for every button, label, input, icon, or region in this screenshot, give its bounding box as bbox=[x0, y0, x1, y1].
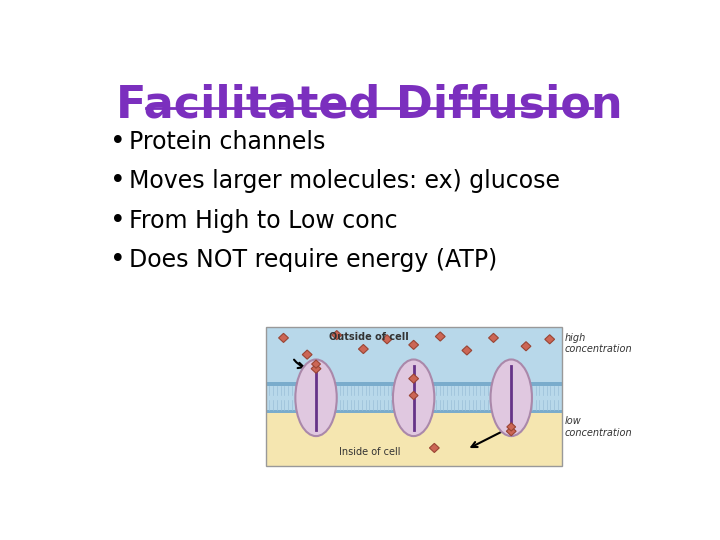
Polygon shape bbox=[545, 335, 554, 344]
Polygon shape bbox=[436, 332, 445, 341]
Bar bbox=[266, 382, 562, 413]
Polygon shape bbox=[507, 423, 516, 431]
Polygon shape bbox=[506, 427, 516, 436]
Bar bbox=[266, 327, 562, 466]
Bar bbox=[266, 413, 562, 466]
Ellipse shape bbox=[393, 360, 434, 436]
Polygon shape bbox=[382, 335, 392, 344]
Text: Does NOT require energy (ATP): Does NOT require energy (ATP) bbox=[129, 248, 498, 272]
Polygon shape bbox=[409, 392, 418, 400]
Bar bbox=[266, 382, 562, 386]
Text: •: • bbox=[110, 168, 126, 194]
Ellipse shape bbox=[295, 360, 337, 436]
Text: •: • bbox=[110, 129, 126, 155]
Polygon shape bbox=[279, 333, 289, 342]
Polygon shape bbox=[521, 342, 531, 351]
Polygon shape bbox=[332, 330, 342, 340]
Polygon shape bbox=[429, 443, 439, 453]
Polygon shape bbox=[489, 333, 498, 342]
Text: low
concentration: low concentration bbox=[564, 416, 632, 438]
Ellipse shape bbox=[490, 360, 532, 436]
Polygon shape bbox=[409, 374, 418, 383]
Polygon shape bbox=[462, 346, 472, 355]
Bar bbox=[266, 410, 562, 413]
Text: •: • bbox=[110, 247, 126, 273]
Bar bbox=[266, 327, 562, 382]
Polygon shape bbox=[359, 345, 368, 354]
Polygon shape bbox=[311, 364, 321, 373]
Text: Outside of cell: Outside of cell bbox=[330, 332, 409, 341]
Text: Facilitated Diffusion: Facilitated Diffusion bbox=[116, 84, 622, 126]
Text: Inside of cell: Inside of cell bbox=[338, 447, 400, 457]
Text: Moves larger molecules: ex) glucose: Moves larger molecules: ex) glucose bbox=[129, 169, 560, 193]
Text: Protein channels: Protein channels bbox=[129, 130, 325, 154]
Text: high
concentration: high concentration bbox=[564, 333, 632, 354]
Polygon shape bbox=[312, 360, 320, 368]
Text: From High to Low conc: From High to Low conc bbox=[129, 209, 397, 233]
Polygon shape bbox=[409, 340, 418, 349]
Text: •: • bbox=[110, 208, 126, 234]
Polygon shape bbox=[302, 350, 312, 359]
